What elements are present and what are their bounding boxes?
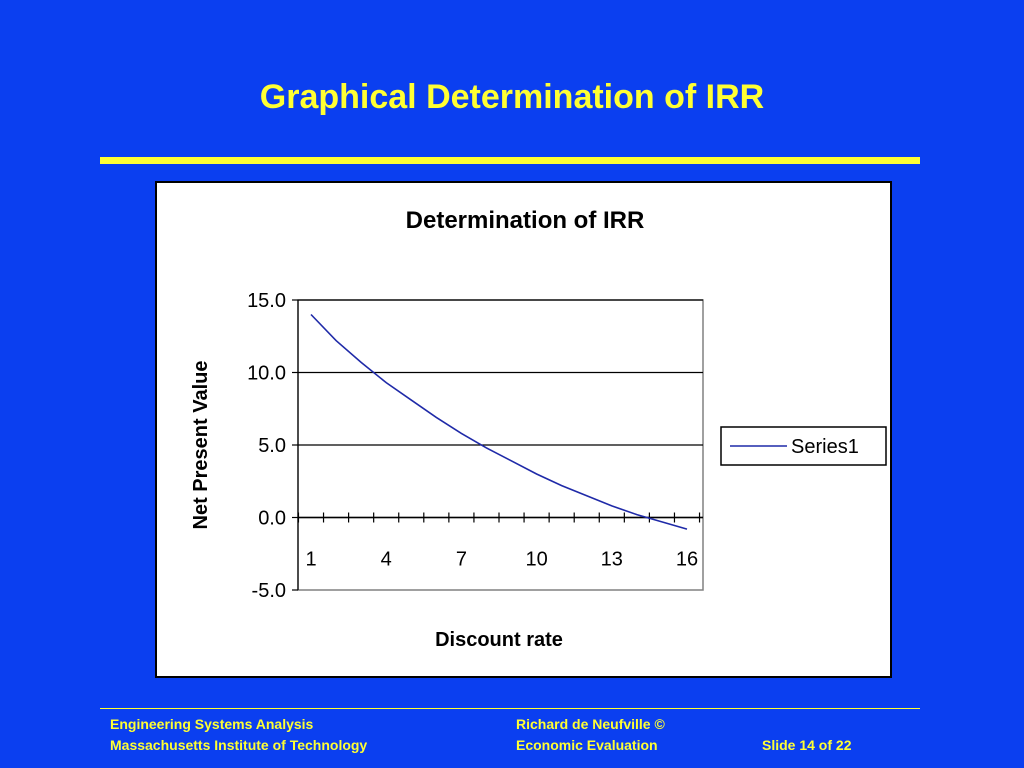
footer-author: Richard de Neufville © (516, 716, 665, 732)
footer-divider (100, 708, 920, 709)
footer-slide-number: Slide 14 of 22 (762, 737, 852, 753)
series-line (310, 313, 688, 530)
slide-title: Graphical Determination of IRR (259, 78, 765, 116)
title-divider (100, 157, 920, 164)
y-tick-label: 0.0 (258, 508, 286, 530)
x-tick-label: 4 (381, 549, 392, 571)
y-tick-label: -5.0 (252, 580, 286, 602)
x-tick-label: 7 (456, 549, 467, 571)
footer-institution: Massachusetts Institute of Technology (110, 737, 368, 753)
x-axis-label: Discount rate (435, 629, 563, 651)
x-tick-label: 16 (676, 549, 698, 571)
y-tick-label: 15.0 (247, 290, 286, 312)
chart-panel: Determination of IRR 15.0 10.0 5.0 0.0 -5.0 1 4… (155, 181, 892, 678)
footer-topic: Economic Evaluation (516, 737, 658, 753)
y-axis-label: Net Present Value (190, 361, 212, 530)
x-tick-label: 13 (601, 549, 623, 571)
legend-label: Series1 (791, 436, 859, 458)
x-tick-label: 1 (305, 549, 316, 571)
x-tick-label: 10 (525, 549, 547, 571)
footer-middle: Richard de Neufville © Economic Evaluati… (516, 714, 665, 756)
y-tick-label: 10.0 (247, 363, 286, 385)
y-tick-label: 5.0 (258, 435, 286, 457)
footer-left: Engineering Systems Analysis Massachuset… (110, 714, 367, 756)
chart-title: Determination of IRR (406, 207, 645, 234)
footer-course-title: Engineering Systems Analysis (110, 716, 314, 732)
irr-chart: Determination of IRR 15.0 10.0 5.0 0.0 -5.0 1 4… (190, 207, 887, 651)
